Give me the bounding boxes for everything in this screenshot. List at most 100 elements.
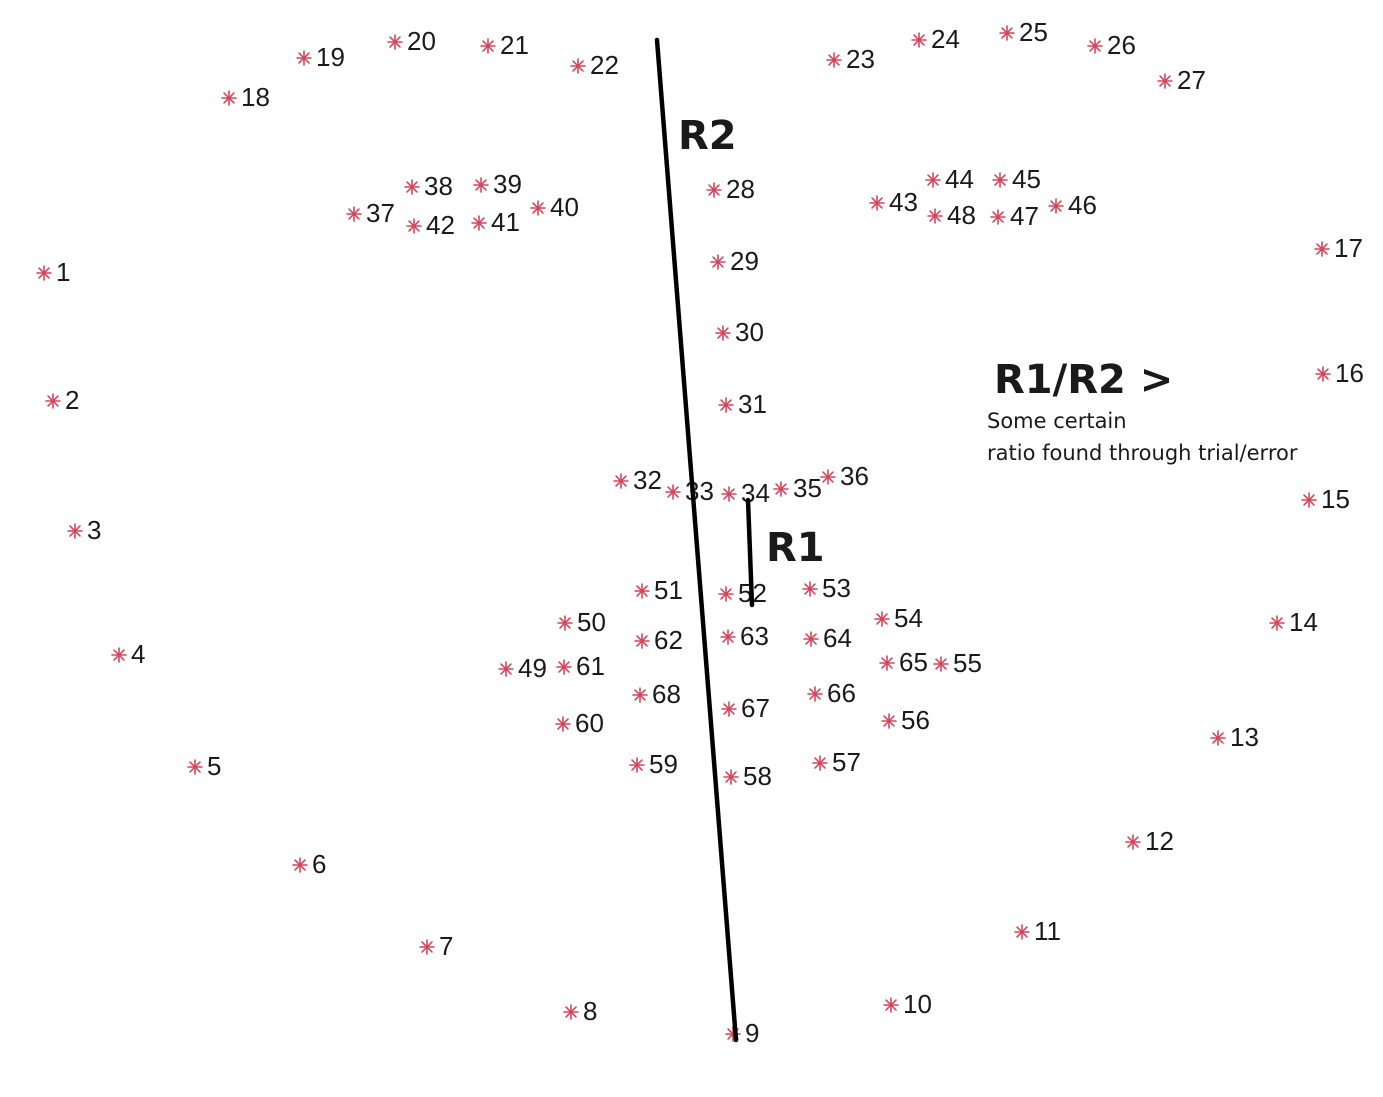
landmark-37: 37 xyxy=(346,198,395,228)
asterisk-marker-icon xyxy=(720,629,736,645)
landmark-label: 33 xyxy=(685,476,714,506)
landmark-8: 8 xyxy=(563,996,597,1026)
landmark-12: 12 xyxy=(1125,826,1174,856)
landmark-34: 34 xyxy=(721,478,770,508)
landmark-6: 6 xyxy=(292,849,326,879)
asterisk-marker-icon xyxy=(480,38,496,54)
asterisk-marker-icon xyxy=(45,393,61,409)
asterisk-marker-icon xyxy=(67,523,83,539)
asterisk-marker-icon xyxy=(869,195,885,211)
landmark-47: 47 xyxy=(990,201,1039,231)
landmark-label: 24 xyxy=(931,24,960,54)
asterisk-marker-icon xyxy=(718,397,734,413)
landmark-66: 66 xyxy=(807,678,856,708)
landmark-54: 54 xyxy=(874,603,923,633)
landmark-64: 64 xyxy=(803,623,852,653)
landmark-39: 39 xyxy=(473,169,522,199)
ratio-text: R1/R2 > xyxy=(994,357,1173,403)
landmark-label: 61 xyxy=(576,651,605,681)
asterisk-marker-icon xyxy=(721,701,737,717)
landmark-32: 32 xyxy=(613,465,662,495)
landmark-52: 52 xyxy=(718,578,767,608)
landmark-label: 58 xyxy=(743,761,772,791)
asterisk-marker-icon xyxy=(1048,198,1064,214)
landmark-5: 5 xyxy=(187,751,221,781)
landmark-55: 55 xyxy=(933,648,982,678)
landmark-label: 34 xyxy=(741,478,770,508)
landmark-label: 47 xyxy=(1010,201,1039,231)
asterisk-marker-icon xyxy=(221,90,237,106)
asterisk-marker-icon xyxy=(1315,366,1331,382)
asterisk-marker-icon xyxy=(557,615,573,631)
landmark-30: 30 xyxy=(715,317,764,347)
landmark-label: 16 xyxy=(1335,358,1364,388)
asterisk-marker-icon xyxy=(634,633,650,649)
asterisk-marker-icon xyxy=(406,218,422,234)
landmark-label: 10 xyxy=(903,989,932,1019)
landmark-label: 32 xyxy=(633,465,662,495)
asterisk-marker-icon xyxy=(802,581,818,597)
asterisk-marker-icon xyxy=(911,32,927,48)
asterisk-marker-icon xyxy=(530,200,546,216)
asterisk-marker-icon xyxy=(879,655,895,671)
landmark-44: 44 xyxy=(925,164,974,194)
landmark-36: 36 xyxy=(820,461,869,491)
asterisk-marker-icon xyxy=(874,611,890,627)
asterisk-marker-icon xyxy=(773,481,789,497)
asterisk-marker-icon xyxy=(990,209,1006,225)
landmark-56: 56 xyxy=(881,705,930,735)
landmark-62: 62 xyxy=(634,625,683,655)
r2-label: R2 xyxy=(678,113,737,159)
landmark-label: 3 xyxy=(87,515,101,545)
landmark-42: 42 xyxy=(406,210,455,240)
landmark-63: 63 xyxy=(720,621,769,651)
asterisk-marker-icon xyxy=(471,215,487,231)
landmark-17: 17 xyxy=(1314,233,1363,263)
landmark-label: 27 xyxy=(1177,65,1206,95)
landmark-27: 27 xyxy=(1157,65,1206,95)
landmark-label: 9 xyxy=(745,1018,759,1048)
landmark-label: 46 xyxy=(1068,190,1097,220)
landmark-26: 26 xyxy=(1087,30,1136,60)
landmark-23: 23 xyxy=(826,44,875,74)
landmark-label: 43 xyxy=(889,187,918,217)
landmark-label: 5 xyxy=(207,751,221,781)
landmark-label: 49 xyxy=(518,653,547,683)
landmark-label: 54 xyxy=(894,603,923,633)
landmark-9: 9 xyxy=(725,1018,759,1048)
asterisk-marker-icon xyxy=(563,1004,579,1020)
landmark-65: 65 xyxy=(879,647,928,677)
landmark-20: 20 xyxy=(387,26,436,56)
asterisk-marker-icon xyxy=(1014,924,1030,940)
landmark-28: 28 xyxy=(706,174,755,204)
asterisk-marker-icon xyxy=(346,206,362,222)
asterisk-marker-icon xyxy=(555,716,571,732)
landmark-40: 40 xyxy=(530,192,579,222)
r1-measurement-line xyxy=(745,497,755,608)
asterisk-marker-icon xyxy=(1157,73,1173,89)
asterisk-marker-icon xyxy=(1314,241,1330,257)
asterisk-marker-icon xyxy=(570,58,586,74)
landmark-label: 57 xyxy=(832,747,861,777)
asterisk-marker-icon xyxy=(999,25,1015,41)
asterisk-marker-icon xyxy=(419,939,435,955)
landmark-60: 60 xyxy=(555,708,604,738)
r1-label: R1 xyxy=(766,525,825,571)
r2-measurement-line xyxy=(654,37,739,1043)
landmark-24: 24 xyxy=(911,24,960,54)
landmark-49: 49 xyxy=(498,653,547,683)
asterisk-marker-icon xyxy=(292,857,308,873)
landmark-15: 15 xyxy=(1301,484,1350,514)
landmark-2: 2 xyxy=(45,385,79,415)
landmark-label: 53 xyxy=(822,573,851,603)
asterisk-marker-icon xyxy=(710,254,726,270)
asterisk-marker-icon xyxy=(36,265,52,281)
asterisk-marker-icon xyxy=(473,177,489,193)
note-line-2: ratio found through trial/error xyxy=(987,441,1298,465)
asterisk-marker-icon xyxy=(634,583,650,599)
asterisk-marker-icon xyxy=(296,50,312,66)
landmark-label: 68 xyxy=(652,679,681,709)
asterisk-marker-icon xyxy=(187,759,203,775)
